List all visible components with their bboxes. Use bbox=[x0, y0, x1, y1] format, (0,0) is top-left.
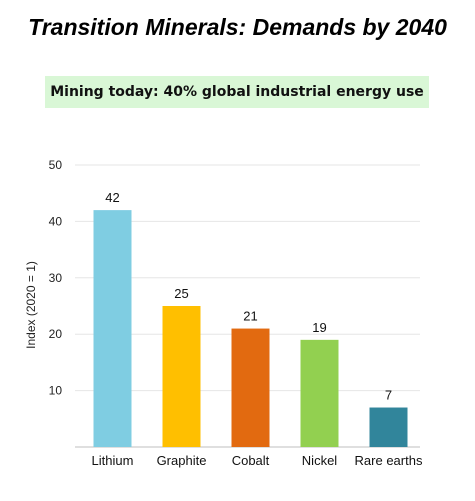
data-labels: 42 25 21 19 7 bbox=[105, 190, 392, 402]
bar bbox=[93, 210, 132, 447]
data-label: 7 bbox=[385, 388, 392, 403]
x-tick-label: Nickel bbox=[302, 453, 338, 468]
bar bbox=[231, 328, 270, 447]
mining-energy-banner: Mining today: 40% global industrial ener… bbox=[45, 76, 429, 108]
y-tick-labels: 10 20 30 40 50 bbox=[49, 158, 63, 398]
x-tick-label: Lithium bbox=[92, 453, 134, 468]
data-label: 25 bbox=[174, 286, 188, 301]
chart-title: Transition Minerals: Demands by 2040 bbox=[28, 14, 447, 40]
y-tick-label: 20 bbox=[49, 327, 63, 341]
x-tick-label: Cobalt bbox=[232, 453, 270, 468]
bar bbox=[300, 339, 339, 447]
x-tick-label: Graphite bbox=[157, 453, 207, 468]
bar bbox=[162, 306, 201, 447]
y-tick-label: 50 bbox=[49, 158, 63, 172]
bar bbox=[369, 407, 408, 447]
bars bbox=[93, 210, 408, 447]
y-tick-label: 10 bbox=[49, 384, 63, 398]
x-tick-labels: Lithium Graphite Cobalt Nickel Rare earths bbox=[92, 453, 423, 468]
y-tick-label: 40 bbox=[49, 214, 63, 228]
data-label: 19 bbox=[312, 320, 326, 335]
data-label: 42 bbox=[105, 190, 119, 205]
x-tick-label: Rare earths bbox=[355, 453, 423, 468]
y-tick-label: 30 bbox=[49, 271, 63, 285]
y-axis-label: Index (2020 = 1) bbox=[24, 261, 38, 349]
data-label: 21 bbox=[243, 309, 257, 324]
